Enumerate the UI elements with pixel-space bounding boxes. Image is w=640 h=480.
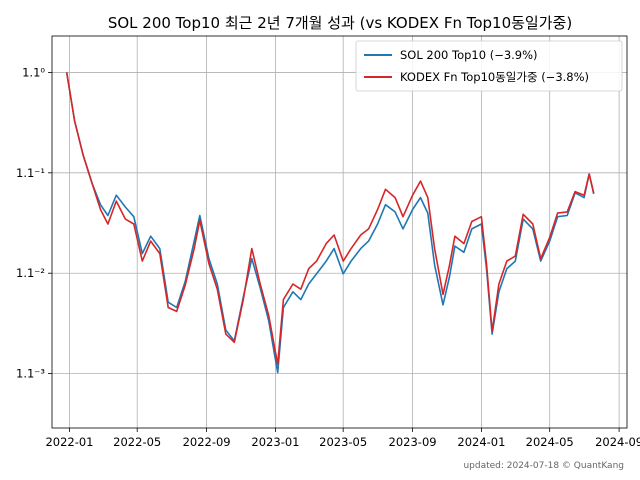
x-tick-label: 2024-01 [457, 435, 505, 449]
x-tick-label: 2022-01 [45, 435, 93, 449]
x-tick-label: 2022-05 [113, 435, 161, 449]
series-line-0 [65, 72, 595, 374]
x-tick-label: 2024-05 [526, 435, 574, 449]
y-tick-label: 1.1⁻¹ [16, 166, 45, 180]
y-tick-label: 1.1⁻² [16, 266, 45, 280]
plot-frame [51, 35, 628, 429]
chart-title: SOL 200 Top10 최근 2년 7개월 성과 (vs KODEX Fn … [108, 14, 572, 32]
x-tick-label: 2023-05 [319, 435, 367, 449]
legend-label-kodex: KODEX Fn Top10동일가중 (−3.8%) [400, 70, 589, 84]
x-tick-label: 2022-09 [183, 435, 231, 449]
grid [52, 36, 627, 428]
legend-label-sol: SOL 200 Top10 (−3.9%) [400, 48, 538, 62]
series-line-1 [65, 72, 595, 366]
axis-ticks: 2022-01 2022-05 2022-09 2023-01 2023-05 2023-… [16, 65, 640, 449]
x-tick-label: 2023-09 [389, 435, 437, 449]
x-tick-label: 2024-09 [595, 435, 640, 449]
footer-credit: updated: 2024-07-18 © QuantKang [463, 461, 624, 471]
legend: SOL 200 Top10 (−3.9%) KODEX Fn Top10동일가중… [355, 40, 623, 92]
x-tick-label: 2023-01 [251, 435, 299, 449]
y-tick-label: 1.1⁻³ [16, 367, 45, 381]
y-tick-label: 1.1⁰ [22, 65, 45, 79]
series-lines [65, 72, 595, 374]
legend-box [355, 40, 623, 92]
